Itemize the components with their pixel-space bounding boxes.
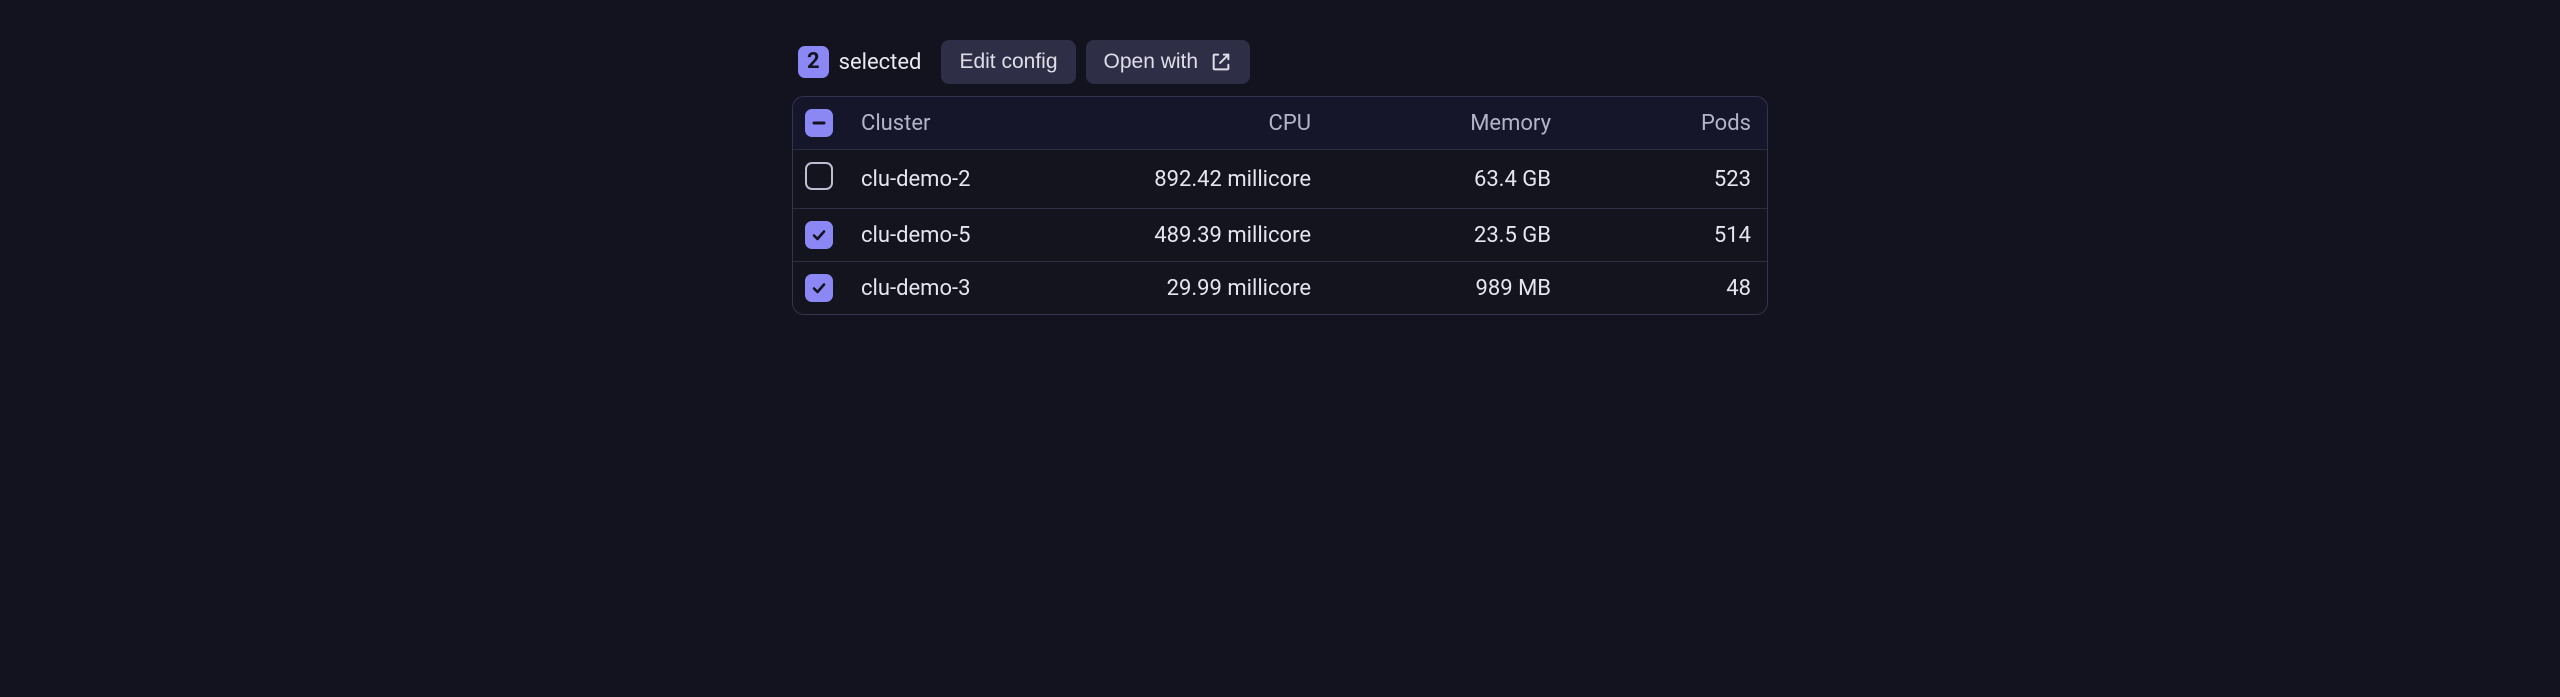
cell-memory: 23.5 GB	[1321, 223, 1561, 248]
selected-count-badge: 2	[798, 46, 829, 78]
table-row: clu-demo-2 892.42 millicore 63.4 GB 523	[793, 149, 1767, 208]
cluster-panel: 2 selected Edit config Open with	[792, 40, 1768, 315]
col-header-cpu: CPU	[1071, 111, 1321, 136]
cell-cluster: clu-demo-2	[861, 167, 1071, 192]
cell-cpu: 892.42 millicore	[1071, 167, 1321, 192]
cell-cpu: 29.99 millicore	[1071, 276, 1321, 301]
row-checkbox[interactable]	[805, 221, 833, 249]
cell-cpu: 489.39 millicore	[1071, 223, 1321, 248]
cell-pods: 523	[1561, 167, 1751, 192]
table-header-row: Cluster CPU Memory Pods	[793, 97, 1767, 149]
selection-toolbar: 2 selected Edit config Open with	[798, 40, 1768, 84]
edit-config-label: Edit config	[959, 50, 1057, 74]
row-checkbox-cell	[803, 221, 861, 249]
row-checkbox-cell	[803, 274, 861, 302]
col-header-pods: Pods	[1561, 111, 1751, 136]
select-all-checkbox[interactable]	[805, 109, 833, 137]
open-with-label: Open with	[1104, 50, 1199, 74]
edit-config-button[interactable]: Edit config	[941, 40, 1075, 84]
row-checkbox-cell	[803, 162, 861, 196]
cell-memory: 989 MB	[1321, 276, 1561, 301]
open-external-icon	[1210, 51, 1232, 73]
row-checkbox[interactable]	[805, 274, 833, 302]
cell-pods: 48	[1561, 276, 1751, 301]
cell-pods: 514	[1561, 223, 1751, 248]
open-with-button[interactable]: Open with	[1086, 40, 1251, 84]
cell-cluster: clu-demo-3	[861, 276, 1071, 301]
row-checkbox[interactable]	[805, 162, 833, 190]
cell-memory: 63.4 GB	[1321, 167, 1561, 192]
table-row: clu-demo-5 489.39 millicore 23.5 GB 514	[793, 208, 1767, 261]
col-header-memory: Memory	[1321, 111, 1561, 136]
col-header-cluster: Cluster	[861, 111, 1071, 136]
cluster-table: Cluster CPU Memory Pods clu-demo-2 892.4…	[792, 96, 1768, 315]
table-row: clu-demo-3 29.99 millicore 989 MB 48	[793, 261, 1767, 314]
selected-label: selected	[839, 50, 922, 75]
header-checkbox-cell	[803, 109, 861, 137]
cell-cluster: clu-demo-5	[861, 223, 1071, 248]
